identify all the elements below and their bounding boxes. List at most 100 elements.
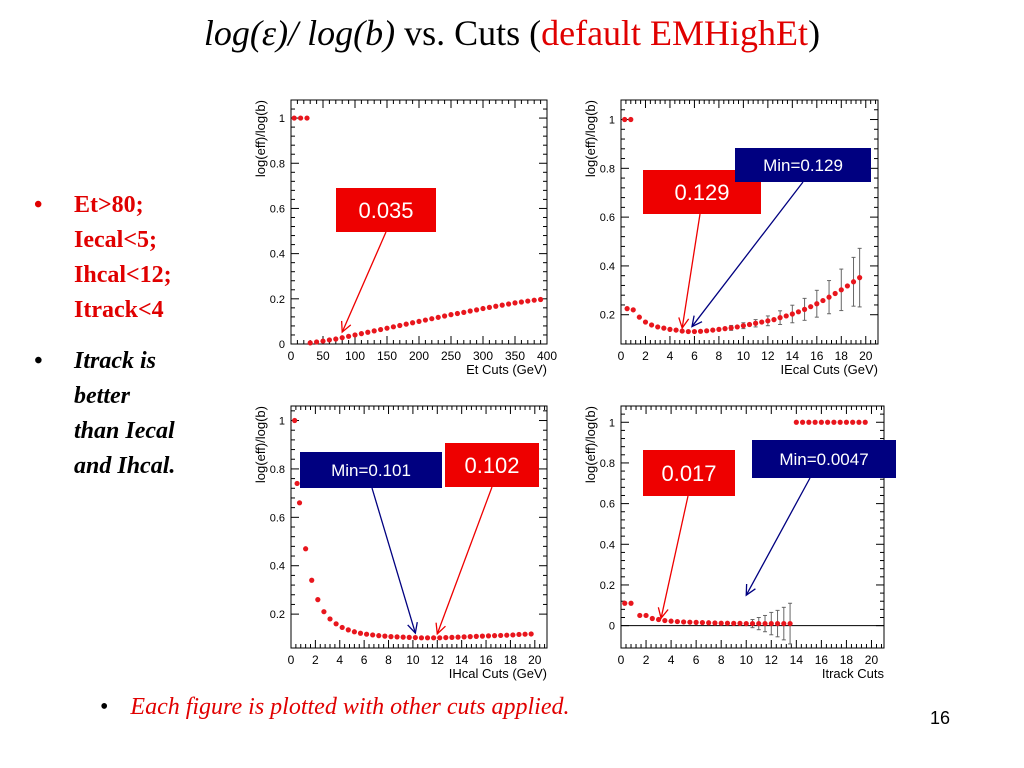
data-point (716, 326, 722, 332)
y-axis-title: log(eff)/log(b) (583, 406, 598, 483)
data-point (429, 316, 435, 322)
y-tick-label: 0.2 (270, 609, 285, 621)
data-point (422, 317, 428, 323)
x-tick-label: 8 (716, 349, 723, 363)
data-point (781, 620, 787, 627)
data-point (795, 309, 802, 315)
x-tick-label: 20 (865, 653, 879, 667)
x-tick-label: 8 (718, 653, 725, 667)
x-axis-title: IHcal Cuts (GeV) (449, 666, 547, 681)
data-point (406, 634, 412, 640)
data-point (806, 419, 812, 425)
annotation-arrowhead (745, 583, 756, 597)
x-tick-label: 6 (361, 653, 368, 667)
data-point (499, 302, 505, 308)
data-point (384, 325, 390, 331)
data-point (307, 340, 313, 346)
data-point (454, 310, 460, 317)
footnote-text: Each figure is plotted with other cuts a… (130, 694, 570, 720)
x-tick-label: 6 (693, 653, 700, 667)
y-tick-label: 0.6 (600, 499, 615, 511)
annotation-arrow (436, 486, 493, 635)
x-tick-label: 0 (288, 653, 295, 667)
data-point (642, 319, 649, 325)
data-point (622, 116, 628, 123)
y-tick-label: 1 (279, 416, 285, 428)
x-tick-label: 2 (642, 349, 649, 363)
min-box (300, 452, 442, 488)
bullet-list: • Et>80; Iecal<5; Ihcal<12; Itrack<4 • I… (34, 188, 234, 484)
data-point (737, 620, 743, 626)
data-point (294, 480, 300, 487)
annotation-arrowhead (678, 317, 690, 330)
x-tick-label: 200 (409, 349, 429, 363)
annotation-arrow (660, 495, 689, 619)
data-point (825, 419, 831, 425)
data-point (818, 419, 824, 425)
min-box-label: Min=0.129 (763, 156, 843, 175)
data-point (473, 633, 479, 639)
data-point (743, 620, 749, 627)
data-point (655, 324, 661, 330)
data-point (674, 618, 680, 625)
data-point (314, 339, 320, 345)
data-point (326, 337, 332, 343)
data-point (371, 328, 377, 334)
x-tick-label: 18 (504, 653, 518, 667)
x-tick-label: 100 (345, 349, 365, 363)
data-point (412, 634, 418, 641)
data-point (718, 620, 724, 626)
min-box-label: Min=0.0047 (779, 450, 868, 469)
y-axis-title: log(eff)/log(b) (583, 100, 598, 177)
chart-iecal-cuts: 0 2 4 6 8 10 12 14 16 18 20 0.2 0.4 0.6 0.8 1 IEcal Cuts… (583, 99, 879, 377)
data-point (837, 419, 843, 425)
data-point (704, 328, 710, 334)
data-point (801, 306, 808, 312)
y-axis-title: log(eff)/log(b) (253, 406, 268, 483)
data-point (787, 620, 793, 627)
data-point (655, 616, 662, 623)
data-point (292, 417, 298, 424)
data-point (424, 635, 431, 641)
data-point (435, 314, 441, 320)
y-tick-label: 1 (609, 417, 615, 429)
data-point (812, 419, 818, 425)
data-point (525, 298, 531, 304)
annotation-arrow (371, 487, 416, 634)
x-tick-label: 250 (441, 349, 461, 363)
data-point (832, 290, 838, 297)
data-point (390, 324, 396, 330)
annotation-arrow (341, 231, 387, 333)
x-tick-label: 12 (765, 653, 779, 667)
chart-ihcal-cuts: 0 2 4 6 8 10 12 14 16 18 20 0.2 0.4 0.6 0.8 1 IHcal Cuts… (253, 405, 548, 681)
bullet-line: and Ihcal. (74, 453, 176, 479)
data-point (706, 620, 712, 626)
data-point (799, 419, 806, 425)
data-point (765, 318, 771, 324)
y-tick-label: 0 (279, 339, 285, 351)
data-point (298, 115, 304, 121)
data-point (518, 299, 525, 305)
annotation-arrow (691, 181, 804, 327)
data-point (844, 283, 851, 289)
y-tick-label: 0.4 (270, 561, 285, 573)
x-tick-label: 0 (288, 349, 295, 363)
data-point (814, 301, 820, 307)
bullet-line: Et>80; (74, 192, 144, 218)
title-vs-cuts: vs. Cuts ( (395, 13, 542, 53)
data-point (479, 633, 485, 639)
data-point (789, 311, 795, 317)
data-point (691, 328, 698, 335)
y-tick-label: 0 (609, 621, 615, 633)
data-point (661, 325, 667, 331)
data-point (808, 304, 814, 310)
data-point (693, 619, 699, 625)
x-tick-label: 16 (810, 349, 824, 363)
bullet-line: Itrack<4 (74, 297, 164, 323)
value-box-label: 0.035 (358, 198, 413, 223)
data-point (474, 307, 480, 313)
bullet-itrack-better: • Itrack is better than Iecal and Ihcal. (34, 344, 234, 484)
data-point (493, 303, 499, 309)
x-tick-label: 8 (385, 653, 392, 667)
